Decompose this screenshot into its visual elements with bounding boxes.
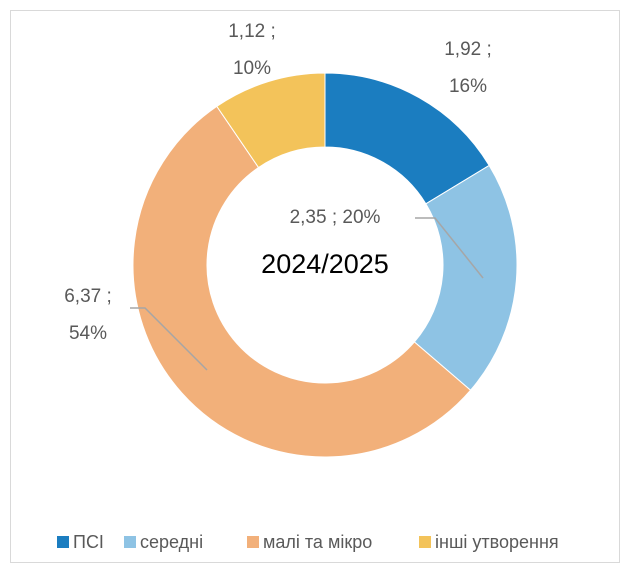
legend-label: середні [140,532,203,552]
center-label: 2024/2025 [261,249,389,279]
donut-segment [132,105,472,458]
data-label: 1,12 ; 10% [228,21,276,79]
data-label-line: 10% [233,58,271,79]
leader-line [130,307,208,371]
data-label-line: 1,12 ; [228,21,276,42]
legend-swatch [247,536,259,548]
data-label-line: 2,35 ; 20% [290,207,381,228]
legend-label: малі та мікро [263,532,372,552]
data-label-line: 1,92 ; [444,39,492,60]
donut-segment [216,72,326,169]
data-label-line: 6,37 ; [64,286,112,307]
data-label: 2,35 ; 20% [290,207,381,228]
data-label: 6,37 ; 54% [64,286,112,344]
legend-label: інші утворення [435,532,559,552]
legend-swatch [57,536,69,548]
data-label-line: 16% [449,76,487,97]
leader-line [415,217,484,279]
legend-label: ПСІ [73,532,104,552]
legend-swatch [124,536,136,548]
legend-swatch [419,536,431,548]
data-label: 1,92 ; 16% [444,39,492,97]
data-label-line: 54% [69,323,107,344]
